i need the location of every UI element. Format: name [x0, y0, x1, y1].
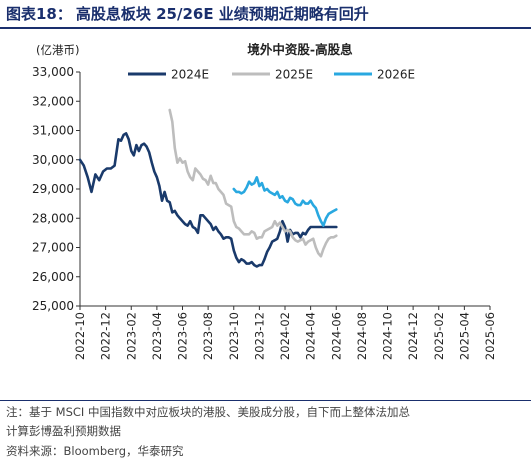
y-tick-label: 26,000 — [32, 270, 74, 284]
series-line-2026E — [232, 176, 338, 227]
y-tick-label: 32,000 — [32, 94, 74, 108]
legend-label-2026E: 2026E — [377, 68, 415, 82]
y-tick-label: 27,000 — [32, 241, 74, 255]
x-tick-label: 2024-08 — [355, 312, 369, 360]
figure-title: 图表18： 高股息板块 25/26E 业绩预期近期略有回升 — [6, 3, 373, 24]
x-tick-label: 2023-08 — [201, 312, 215, 360]
x-tick-label: 2023-10 — [227, 312, 241, 360]
legend-label-2025E: 2025E — [275, 68, 313, 82]
x-tick-label: 2024-12 — [406, 312, 420, 360]
axes: 25,000 26,000 27,000 28,000 29,000 30,000 31,0… — [32, 65, 497, 360]
y-tick-label: 25,000 — [32, 299, 74, 313]
x-tick-label: 2022-10 — [73, 312, 87, 360]
x-tick-label: 2025-04 — [457, 312, 471, 360]
figure-title-text: 高股息板块 25/26E 业绩预期近期略有回升 — [75, 5, 369, 23]
x-tick-label: 2024-02 — [278, 312, 292, 360]
series-line-2024E — [78, 132, 338, 268]
y-tick-label: 31,000 — [32, 124, 74, 138]
y-tick-label: 33,000 — [32, 65, 74, 79]
y-tick-label: 29,000 — [32, 182, 74, 196]
figure-label: 图表18： — [6, 5, 72, 23]
x-tick-label: 2023-04 — [150, 312, 164, 360]
x-tick-label: 2023-02 — [124, 312, 138, 360]
x-tick-label: 2025-06 — [483, 312, 497, 360]
y-tick-label: 30,000 — [32, 153, 74, 167]
note-line-2: 计算彭博盈利预期数据 — [6, 424, 121, 438]
line-chart: (亿港币) 境外中资股-高股息 2024E 2025E 2026E 25,000 26… — [32, 42, 497, 360]
x-tick-label: 2023-12 — [252, 312, 266, 360]
note-line-1: 注：基于 MSCI 中国指数中对应板块的港股、美股成分股，自下而上整体法加总 — [6, 405, 410, 419]
notes-rule — [0, 400, 531, 401]
x-tick-label: 2024-06 — [329, 312, 343, 360]
title-rule — [0, 27, 531, 29]
legend-label-2024E: 2024E — [171, 68, 209, 82]
x-tick-label: 2022-12 — [99, 312, 113, 360]
x-tick-label: 2024-04 — [304, 312, 318, 360]
y-axis-label: (亿港币) — [36, 43, 79, 57]
source-line: 资料来源：Bloomberg，华泰研究 — [6, 444, 184, 458]
x-tick-label: 2024-10 — [381, 312, 395, 360]
x-tick-label: 2023-06 — [176, 312, 190, 360]
legend: 2024E 2025E 2026E — [128, 68, 415, 82]
series-lines — [78, 108, 338, 268]
series-line-2025E — [168, 108, 338, 258]
chart-title: 境外中资股-高股息 — [247, 42, 353, 57]
y-tick-label: 28,000 — [32, 211, 74, 225]
x-tick-label: 2025-02 — [432, 312, 446, 360]
